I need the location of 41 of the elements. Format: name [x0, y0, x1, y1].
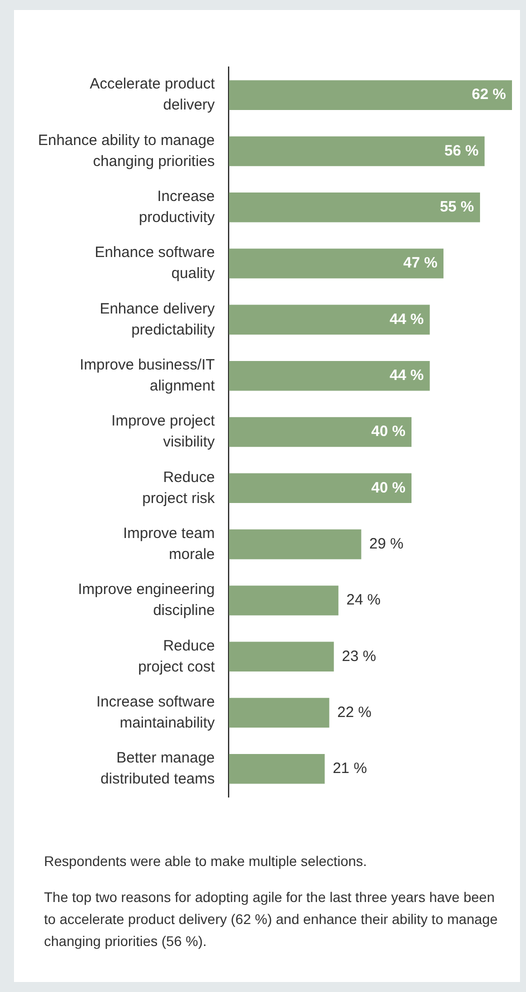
bar [228, 586, 338, 616]
data-label: 23 % [342, 648, 376, 665]
y-tick-label: Enhance delivery predictability [100, 300, 216, 338]
y-tick-label: Improve business/IT alignment [80, 356, 216, 394]
data-label: 29 % [369, 535, 404, 552]
data-label: 22 % [337, 704, 372, 721]
y-tick-label: Reduce project risk [142, 468, 216, 507]
y-tick-label: Enhance software quality [94, 244, 216, 282]
data-label: 44 % [390, 366, 424, 384]
bar [228, 698, 330, 728]
data-label: 44 % [390, 310, 424, 328]
y-tick-label: Increase productivity [138, 188, 216, 226]
bar [228, 360, 430, 391]
data-label: 55 % [440, 198, 474, 216]
text: Respondents were able to make multiple selections. [44, 852, 368, 871]
bar [228, 642, 334, 672]
bar [228, 80, 512, 110]
bar [228, 248, 444, 278]
bar [228, 529, 362, 560]
bar [228, 417, 412, 447]
y-tick-label: Accelerate product delivery [90, 76, 216, 114]
data-label: 40 % [371, 423, 406, 440]
y-tick-label: Better manage distributed teams [100, 750, 215, 788]
y-tick-label: Reduce project cost [138, 637, 216, 676]
bar [228, 192, 480, 222]
data-label: 24 % [346, 592, 381, 609]
y-tick-label: Improve team morale [123, 524, 215, 563]
data-label: 56 % [444, 142, 479, 160]
y-tick-label: Improve project visibility [111, 412, 216, 451]
text: The top two reasons for adopting agile for the last three years have been to accelerate product delivery (62 %) and enhance their ability to manage changing priorities (56 %). [44, 888, 499, 951]
bar [228, 473, 412, 504]
data-label: 47 % [403, 254, 438, 272]
y-tick-label: Increase software maintainability [96, 693, 216, 732]
y-tick-label: Improve engineering discipline [78, 581, 215, 620]
bar [228, 754, 325, 784]
data-label: 21 % [332, 760, 367, 778]
bar [228, 304, 430, 335]
bar [228, 136, 485, 166]
data-label: 62 % [472, 86, 506, 104]
data-label: 40 % [371, 479, 406, 496]
y-tick-label: Enhance ability to manage changing priorities [38, 132, 215, 170]
